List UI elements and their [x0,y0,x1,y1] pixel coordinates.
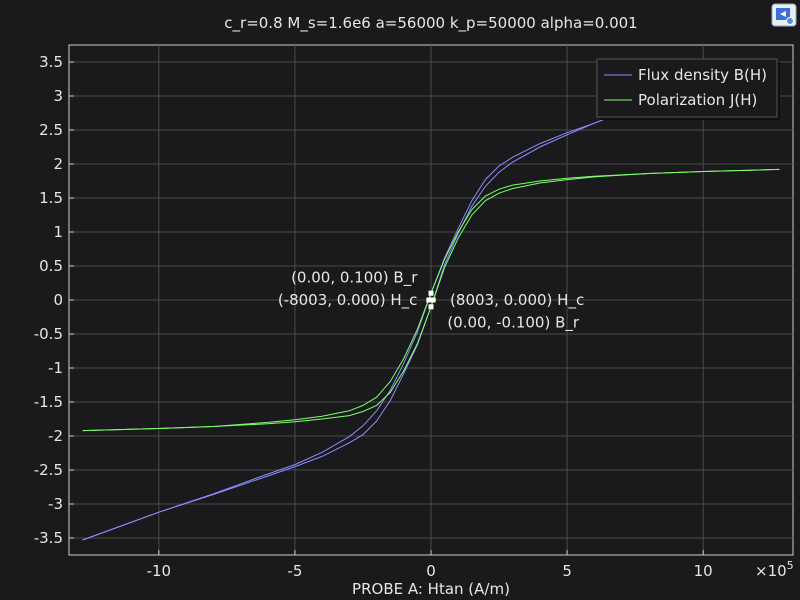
annotation-label: (-8003, 0.000) H_c [278,291,418,310]
x-axis-label: PROBE A: Htan (A/m) [352,580,510,598]
annotation-label: (0.00, 0.100) B_r [291,269,418,288]
x-tick-label: -10 [147,562,172,580]
annotations: (0.00, 0.100) B_r (-8003, 0.000) H_c (8003… [278,269,584,333]
grid-lines [69,45,793,555]
data-marker [428,290,434,296]
series-line-0-descending [82,117,607,541]
y-tick-label: 0 [53,291,63,309]
export-icon[interactable] [771,3,797,27]
x-axis-exponent-power: 5 [787,559,794,572]
y-tick-label: -2.5 [34,461,63,479]
y-tick-label: 2 [53,155,63,173]
y-tick-label: 3.5 [39,53,63,71]
y-tick-label: -0.5 [34,325,63,343]
y-tick-label: 2.5 [39,121,63,139]
legend-label-flux-density: Flux density B(H) [638,66,767,84]
y-tick-label: -3.5 [34,529,63,547]
y-tick-label: 0.5 [39,257,63,275]
x-axis-exponent-base: ×10 [755,562,787,580]
y-tick-label: -1 [48,359,63,377]
x-axis-ticks: -10 -5 0 5 10 [147,550,713,580]
y-tick-label: -1.5 [34,393,63,411]
plot-area: (0.00, 0.100) B_r (-8003, 0.000) H_c (8003… [68,44,794,556]
y-tick-label: -3 [48,495,63,513]
y-tick-label: 1.5 [39,189,63,207]
chart-title: c_r=0.8 M_s=1.6e6 a=56000 k_p=50000 alph… [224,14,637,33]
legend: Flux density B(H) Polarization J(H) [596,58,780,120]
y-tick-label: 1 [53,223,63,241]
data-marker [426,297,432,303]
x-tick-label: -5 [287,562,302,580]
y-tick-label: -2 [48,427,63,445]
x-axis-exponent: ×105 [755,559,794,580]
data-marker [430,297,436,303]
data-markers [426,290,436,310]
x-tick-label: 0 [426,562,436,580]
y-axis-ticks: -3.5 -3 -2.5 -2 -1.5 -1 -0.5 0 0.5 1 1.5 2 2.5 3 3.5 [34,53,74,547]
x-tick-label: 10 [694,562,713,580]
series-line-0-ascending [82,117,607,541]
annotation-label: (0.00, -0.100) B_r [447,313,580,332]
legend-label-polarization: Polarization J(H) [638,91,757,109]
y-tick-label: 3 [53,87,63,105]
annotation-label: (8003, 0.000) H_c [450,291,584,310]
x-tick-label: 5 [562,562,572,580]
data-marker [428,304,434,310]
legend-box [596,58,778,118]
